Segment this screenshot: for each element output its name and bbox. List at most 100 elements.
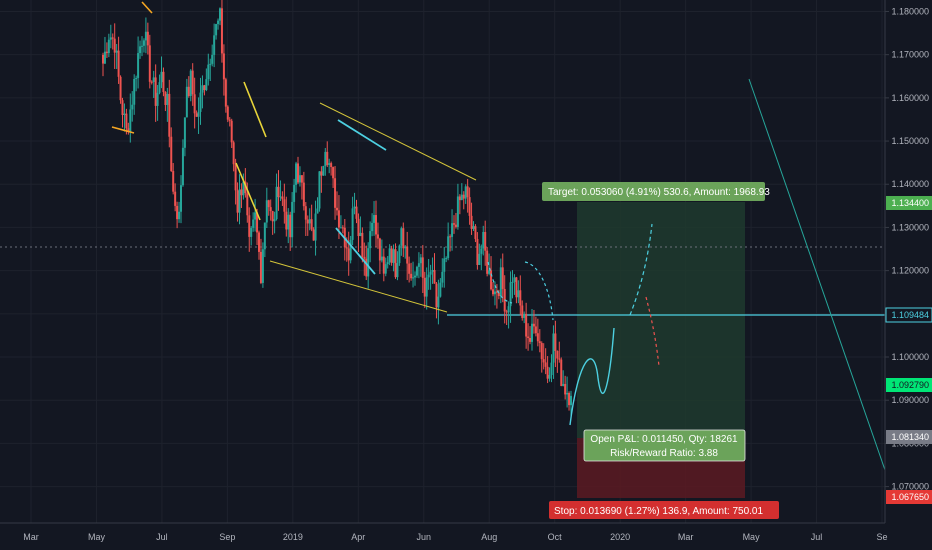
candle-body bbox=[378, 238, 381, 261]
candle-body bbox=[137, 53, 140, 78]
candle-body bbox=[328, 163, 331, 165]
candle-body bbox=[337, 210, 340, 228]
candle-body bbox=[527, 336, 530, 339]
candle-body bbox=[279, 196, 282, 198]
candle-body bbox=[415, 266, 418, 276]
teal-trend-line[interactable] bbox=[748, 78, 886, 471]
candle-body bbox=[330, 163, 333, 168]
candle-body bbox=[550, 362, 553, 376]
stop-label-box[interactable] bbox=[549, 501, 779, 519]
drawings bbox=[111, 1, 886, 471]
candle-body bbox=[180, 185, 182, 212]
candle-body bbox=[234, 164, 237, 191]
candle-body bbox=[534, 326, 537, 334]
target-label: Target: 0.053060 (4.91%) 530.6, Amount: … bbox=[548, 187, 770, 198]
cyan-solid-projection[interactable] bbox=[569, 327, 615, 426]
candle-body bbox=[546, 366, 549, 379]
candle-body bbox=[298, 175, 301, 183]
candle-body bbox=[300, 175, 303, 183]
candle-body bbox=[285, 211, 288, 230]
candle-body bbox=[336, 207, 338, 211]
candle-body bbox=[412, 277, 415, 279]
candle-body bbox=[207, 64, 210, 80]
candle-body bbox=[146, 31, 149, 46]
cyan-segment-1[interactable] bbox=[337, 119, 387, 151]
candle-body bbox=[269, 207, 272, 212]
candle-body bbox=[105, 51, 108, 54]
candle-body bbox=[150, 81, 153, 83]
candle-body bbox=[349, 239, 352, 261]
candle-body bbox=[523, 313, 526, 318]
candle-body bbox=[291, 201, 294, 238]
candle-body bbox=[109, 37, 112, 40]
yellow-segment-2[interactable] bbox=[235, 162, 261, 221]
candle-body bbox=[355, 206, 358, 219]
candle-body bbox=[445, 257, 448, 259]
xtick-label-9: 2020 bbox=[610, 532, 630, 542]
candle-body bbox=[102, 54, 104, 64]
xtick-label-3: Sep bbox=[219, 532, 235, 542]
candle-body bbox=[181, 147, 184, 186]
candle-body bbox=[435, 283, 438, 308]
ytick-label-2: 1.160000 bbox=[891, 93, 929, 103]
orange-segment-top[interactable] bbox=[141, 1, 153, 14]
candle-body bbox=[281, 196, 284, 200]
candle-body bbox=[497, 292, 500, 296]
candle-body bbox=[220, 8, 223, 54]
candle-body bbox=[334, 178, 337, 208]
yellow-segment-1[interactable] bbox=[243, 81, 267, 138]
stop-price-tag bbox=[886, 490, 932, 504]
xtick-label-8: Oct bbox=[548, 532, 563, 542]
candle-body bbox=[476, 238, 479, 265]
candle-body bbox=[365, 258, 368, 277]
candle-body bbox=[166, 93, 169, 105]
time-axis-ticks: Mar May Jul Sep 2019 Apr Jun Aug Oct 2020 Mar May Ju… bbox=[23, 532, 887, 542]
time-axis[interactable]: Mar May Jul Sep 2019 Apr Jun Aug Oct 2020 Mar May Ju… bbox=[0, 522, 932, 550]
candle-body bbox=[400, 228, 403, 246]
candle-body bbox=[275, 186, 278, 220]
candle-body bbox=[453, 223, 455, 225]
candle-body bbox=[439, 282, 442, 297]
candle-body bbox=[324, 151, 327, 166]
pnl-label-box[interactable] bbox=[583, 429, 746, 462]
candle-body bbox=[297, 163, 299, 183]
target-label-box[interactable] bbox=[542, 182, 765, 201]
candle-body bbox=[351, 208, 354, 240]
candle-body bbox=[451, 223, 454, 237]
candle-body bbox=[517, 290, 520, 298]
channel-lower-line[interactable] bbox=[269, 260, 448, 313]
candle-body bbox=[123, 113, 126, 115]
candle-body bbox=[556, 350, 559, 359]
candle-body bbox=[261, 249, 264, 283]
candle-body bbox=[164, 92, 167, 105]
candle-body bbox=[536, 333, 539, 342]
ytick-label-6: 1.120000 bbox=[891, 266, 929, 276]
price-axis[interactable]: 1.180000 1.170000 1.160000 1.150000 1.140000… bbox=[884, 0, 932, 523]
orange-segment[interactable] bbox=[111, 126, 135, 134]
candle-body bbox=[242, 181, 245, 196]
red-dashed-projection[interactable] bbox=[645, 296, 660, 367]
channel-upper-line[interactable] bbox=[319, 102, 477, 181]
candle-body bbox=[357, 218, 360, 237]
xtick-label-13: Se bbox=[876, 532, 887, 542]
candle-body bbox=[283, 199, 286, 212]
candle-body bbox=[427, 274, 430, 278]
candle-body bbox=[258, 232, 260, 252]
candle-body bbox=[429, 271, 432, 275]
cyan-dashed-projection[interactable] bbox=[487, 261, 554, 321]
price-level-labels: 1.134400 1.109484 1.092790 1.081340 1.06… bbox=[885, 196, 932, 504]
candle-body bbox=[509, 282, 512, 307]
cyan-segment-2[interactable] bbox=[335, 227, 376, 275]
candle-body bbox=[371, 222, 374, 232]
last-price-tag bbox=[886, 378, 932, 392]
xtick-label-6: Jun bbox=[417, 532, 432, 542]
candle-body bbox=[529, 338, 532, 342]
candle-body bbox=[474, 226, 477, 239]
candle-body bbox=[302, 182, 305, 207]
candle-body bbox=[421, 257, 424, 278]
candle-body bbox=[376, 234, 379, 239]
candle-body bbox=[544, 362, 547, 367]
cyan-target-projection[interactable] bbox=[629, 223, 653, 316]
candle-body bbox=[511, 281, 514, 283]
